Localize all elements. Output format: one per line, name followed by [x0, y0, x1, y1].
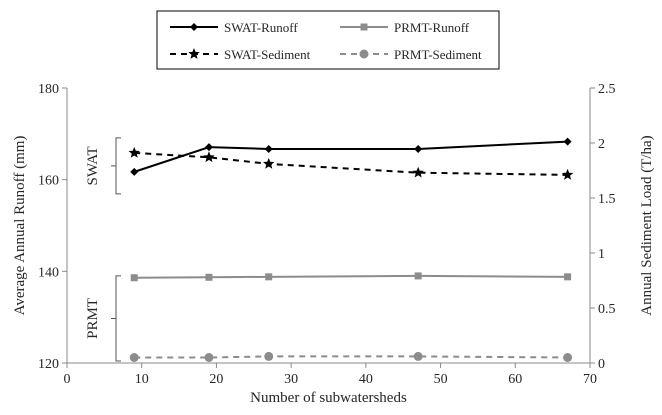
prmt-sediment-point: [264, 351, 274, 361]
y2-tick-label: 0.5: [598, 302, 616, 317]
swat-runoff-point: [130, 167, 139, 176]
legend-item-prmt-runoff: PRMT-Runoff: [340, 20, 470, 35]
legend-swatch-marker: [190, 23, 198, 31]
y-tick-label: 140: [38, 265, 59, 280]
legend-swatch-marker: [359, 49, 369, 59]
x-tick-label: 20: [209, 372, 223, 387]
y2-axis-title: Annual Sediment Load (T/ha): [639, 135, 655, 315]
swat-sediment-point: [128, 146, 140, 158]
swat-sediment-point: [561, 168, 574, 180]
legend-item-swat-sediment: SWAT-Sediment: [170, 47, 311, 62]
axes: 0 10 20 30 40 50 60 70 120 140 160 180 0 0.5 1 1.5 2 2.5 N…: [12, 82, 655, 406]
series-prmt-sediment: [129, 351, 573, 362]
annotation-label: PRMT: [85, 298, 101, 339]
swat-runoff-point: [264, 144, 273, 153]
y2-tick-label: 1: [598, 247, 605, 262]
x-tick-label: 0: [64, 372, 71, 387]
legend-label: PRMT-Sediment: [394, 47, 482, 62]
swat-sediment-line: [134, 151, 568, 176]
prmt-sediment-line: [134, 355, 568, 359]
legend-label: PRMT-Runoff: [394, 20, 470, 35]
prmt-sediment-point: [129, 353, 139, 362]
y-tick-label: 120: [38, 357, 59, 372]
prmt-runoff-point: [205, 273, 213, 281]
prmt-runoff-point: [265, 273, 273, 281]
legend-item-swat-runoff: SWAT-Runoff: [170, 20, 298, 35]
legend-box: [156, 10, 500, 70]
legend-item-prmt-sediment: PRMT-Sediment: [340, 47, 482, 62]
x-tick-label: 70: [583, 372, 597, 387]
prmt-sediment-point: [204, 353, 214, 362]
prmt-runoff-line: [134, 274, 568, 279]
series-swat-sediment: [128, 146, 574, 180]
swat-sediment-point: [263, 157, 275, 169]
prmt-runoff-point: [130, 274, 138, 282]
legend-label: SWAT-Sediment: [224, 47, 311, 62]
prmt-sediment-point: [563, 353, 573, 362]
y2-tick-label: 1.5: [598, 192, 616, 207]
prmt-runoff-point: [414, 272, 422, 280]
annotations: SWAT PRMT: [85, 137, 121, 362]
x-tick-label: 30: [284, 372, 298, 387]
y-axis-title: Average Annual Runoff (mm): [12, 136, 28, 316]
prmt-sediment-point: [413, 351, 423, 361]
y2-tick-label: 0: [598, 357, 605, 372]
legend-swatch-marker: [188, 48, 200, 59]
y-tick-label: 180: [38, 82, 59, 97]
x-tick-label: 50: [434, 372, 448, 387]
annotation-label: SWAT: [85, 146, 101, 185]
legend: SWAT-Runoff PRMT-Runoff SWAT-Sediment PRMT-…: [156, 10, 500, 70]
y2-tick-label: 2.5: [598, 82, 616, 97]
swat-runoff-point: [563, 137, 572, 146]
swat-runoff-point: [414, 144, 423, 153]
annotation-bracket: [111, 275, 121, 362]
plot-area: [128, 137, 574, 362]
swat-sediment-point: [203, 151, 215, 163]
swat-sediment-point: [412, 166, 424, 178]
legend-label: SWAT-Runoff: [224, 20, 298, 35]
annotation-bracket: [111, 137, 121, 195]
swat-runoff-point: [204, 143, 213, 152]
prmt-runoff-point: [564, 273, 572, 281]
y2-tick-label: 2: [598, 137, 605, 152]
x-tick-label: 10: [135, 372, 149, 387]
swat-runoff-line: [133, 140, 568, 173]
x-tick-label: 40: [359, 372, 373, 387]
series-swat-runoff: [130, 137, 572, 176]
series-prmt-runoff: [130, 272, 572, 282]
x-tick-label: 60: [508, 372, 522, 387]
x-axis-title: Number of subwatersheds: [250, 390, 407, 406]
legend-swatch-marker: [360, 23, 368, 31]
y-tick-label: 160: [38, 174, 59, 189]
